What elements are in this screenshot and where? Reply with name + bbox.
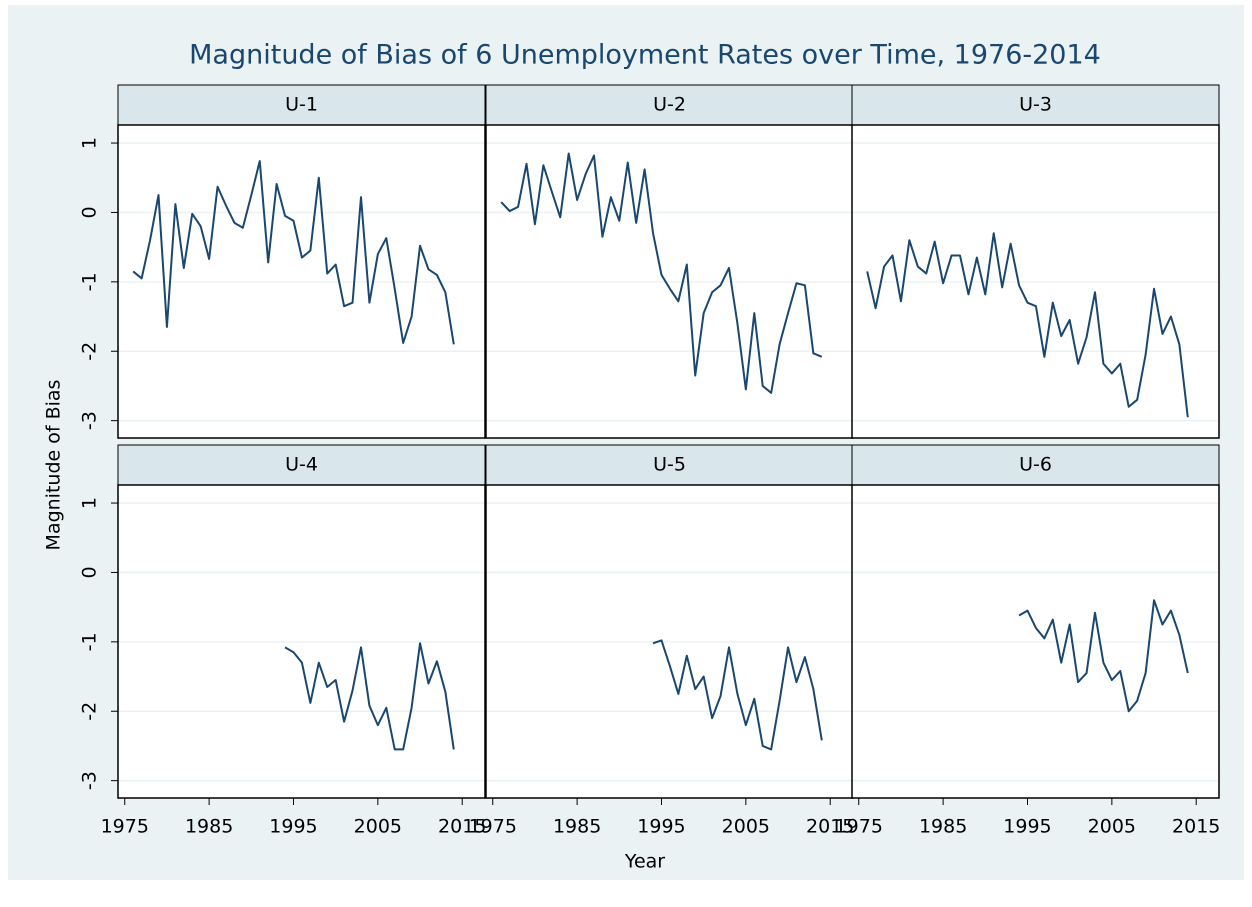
y-tick-label: -1: [79, 632, 101, 651]
panel-title: U-2: [653, 94, 686, 116]
panel-strip: [117, 444, 486, 486]
x-tick-label: 1975: [469, 816, 517, 838]
y-axis-label: Magnitude of Bias: [43, 380, 65, 551]
x-tick-label: 2015: [1172, 816, 1220, 838]
x-tick-label: 1995: [1003, 816, 1051, 838]
x-tick-label: 2015: [438, 816, 486, 838]
series-line: [866, 232, 1189, 418]
y-tick-label: 1: [79, 497, 101, 509]
x-tick-label: 1985: [553, 816, 601, 838]
y-tick-label: -3: [79, 411, 101, 430]
series-line: [500, 152, 823, 394]
panel-frame: [117, 124, 486, 439]
x-tick-label: 1995: [269, 816, 317, 838]
x-tick-label: 2005: [722, 816, 770, 838]
panel-strip: [117, 84, 486, 126]
y-tick-label: 0: [79, 206, 101, 218]
series-line: [284, 642, 455, 751]
x-tick-label: 1985: [185, 816, 233, 838]
series-line: [1018, 599, 1189, 713]
y-tick-label: -2: [79, 342, 101, 361]
series-line: [132, 160, 455, 345]
panel-title: U-5: [653, 454, 686, 476]
x-tick-label: 2015: [806, 816, 854, 838]
panel-title: U-3: [1019, 94, 1052, 116]
x-axis-label: Year: [624, 851, 665, 873]
panel-frame: [117, 484, 486, 799]
x-tick-label: 1995: [637, 816, 685, 838]
x-tick-label: 1975: [835, 816, 883, 838]
y-tick-label: -2: [79, 702, 101, 721]
panel-title: U-4: [285, 454, 318, 476]
y-tick-label: 1: [79, 137, 101, 149]
y-tick-label: -1: [79, 272, 101, 291]
panel-strip: [485, 444, 854, 486]
panel-title: U-1: [285, 94, 318, 116]
panel-frame: [851, 124, 1220, 439]
panel-title: U-6: [1019, 454, 1052, 476]
y-tick-label: -3: [79, 771, 101, 790]
panel-strip: [485, 84, 854, 126]
y-tick-label: 0: [79, 566, 101, 578]
x-tick-label: 2005: [354, 816, 402, 838]
panel-frame: [851, 484, 1220, 799]
x-tick-label: 1975: [101, 816, 149, 838]
chart-title: Magnitude of Bias of 6 Unemployment Rate…: [189, 40, 1101, 71]
panel-strip: [851, 84, 1220, 126]
x-tick-label: 1985: [919, 816, 967, 838]
panel-strip: [851, 444, 1220, 486]
series-line: [652, 639, 823, 751]
x-tick-label: 2005: [1088, 816, 1136, 838]
